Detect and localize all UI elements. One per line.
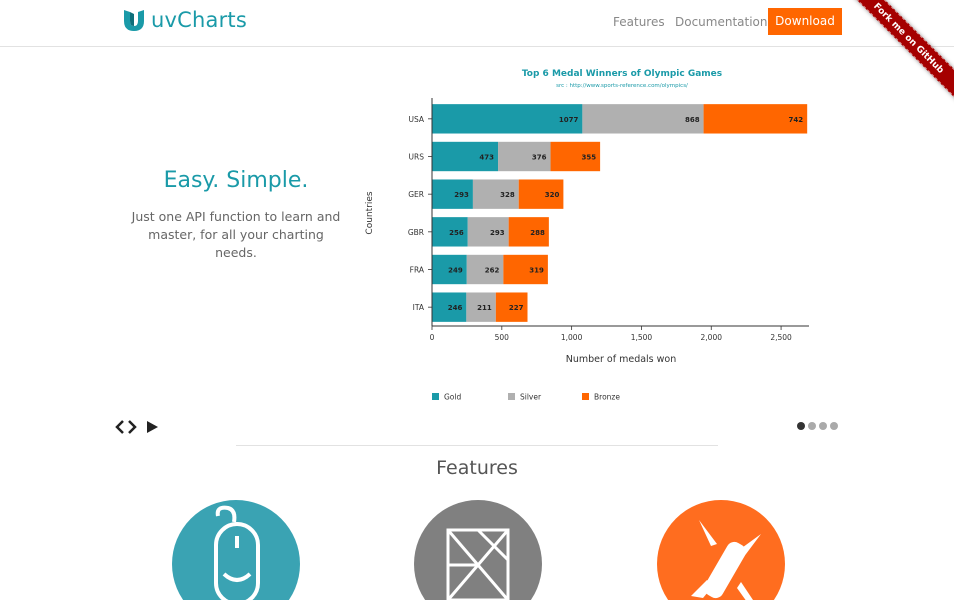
legend-swatch-silver — [508, 393, 515, 400]
bar-urs-silver — [498, 141, 551, 172]
bar-urs-bronze — [550, 141, 601, 172]
fork-on-github-ribbon[interactable]: Fork me on GitHub — [844, 0, 954, 106]
mouse-icon — [214, 505, 260, 600]
bar-label-ita-bronze: 227 — [509, 304, 524, 312]
x-tick-label: 0 — [430, 333, 435, 342]
bar-label-fra-gold: 249 — [448, 267, 463, 275]
brand-logo[interactable]: uvCharts — [123, 7, 247, 33]
download-button[interactable]: Download — [768, 8, 842, 35]
bar-label-usa-bronze: 742 — [789, 116, 804, 124]
prev-arrow-icon[interactable] — [114, 419, 126, 435]
bar-ger-gold — [432, 179, 473, 209]
chart-subtitle: src : http://www.sports-reference.com/ol… — [556, 83, 688, 89]
bar-usa-gold — [432, 104, 583, 134]
bar-ita-gold — [432, 292, 467, 322]
hero-description: Just one API function to learn and maste… — [131, 209, 341, 260]
tangram-icon — [446, 528, 510, 600]
x-tick-label: 1,000 — [561, 333, 583, 342]
bar-label-usa-silver: 868 — [685, 116, 700, 124]
slider-controls — [114, 418, 160, 436]
category-label-gbr: GBR — [408, 228, 424, 237]
brand-name: uvCharts — [151, 8, 247, 32]
category-label-fra: FRA — [410, 266, 425, 275]
feature-circle-swiss-knife — [657, 500, 785, 600]
nav-features-link[interactable]: Features — [613, 15, 665, 29]
chart-legend: Gold Silver Bronze — [432, 393, 620, 402]
legend-label-bronze: Bronze — [594, 393, 620, 402]
bar-ita-silver — [466, 292, 496, 322]
bar-label-ita-gold: 246 — [448, 304, 463, 312]
legend-swatch-gold — [432, 393, 439, 400]
legend-label-gold: Gold — [444, 393, 461, 402]
features-title: Features — [436, 457, 518, 479]
slider-dots — [797, 422, 841, 430]
next-arrow-icon[interactable] — [126, 419, 138, 435]
header: uvCharts Features Documentation Download — [0, 0, 954, 47]
hero-title: Easy. Simple. — [163, 168, 309, 193]
bar-label-usa-gold: 1077 — [559, 116, 579, 124]
bar-gbr-silver — [467, 217, 509, 247]
chart-bars: 1077 868 742 473 376 355 293 328 320 256 293 288 249… — [432, 104, 808, 322]
bar-gbr-bronze — [508, 217, 549, 247]
nav-documentation-link[interactable]: Documentation — [675, 15, 768, 29]
bar-label-fra-silver: 262 — [485, 267, 500, 275]
bar-fra-silver — [466, 254, 504, 285]
bar-ger-silver — [472, 179, 519, 209]
category-label-usa: USA — [408, 115, 424, 124]
chart-axes: USA URS GER GBR FRA ITA 0 500 1,000 1,500 2,000 2,5… — [408, 98, 809, 342]
x-tick-label: 500 — [495, 333, 510, 342]
bar-gbr-gold — [432, 217, 468, 247]
x-tick-label: 2,500 — [770, 333, 792, 342]
slider-dot[interactable] — [819, 422, 827, 430]
feature-circle-tangram — [414, 500, 542, 600]
bar-usa-bronze — [703, 104, 808, 134]
slider-dot[interactable] — [797, 422, 805, 430]
chart-xlabel: Number of medals won — [566, 354, 677, 365]
bar-fra-bronze — [503, 254, 548, 285]
bar-ita-bronze — [495, 292, 528, 322]
medal-chart: Top 6 Medal Winners of Olympic Games src… — [360, 62, 830, 412]
github-ribbon-container: Fork me on GitHub — [844, 0, 954, 110]
bar-label-urs-silver: 376 — [532, 154, 547, 162]
bar-fra-gold — [432, 254, 467, 285]
swiss-knife-icon — [691, 520, 761, 600]
chart-svg: Top 6 Medal Winners of Olympic Games src… — [365, 69, 809, 402]
bar-label-gbr-gold: 256 — [449, 229, 464, 237]
bar-label-gbr-bronze: 288 — [530, 229, 545, 237]
category-label-ger: GER — [408, 190, 424, 199]
bar-label-fra-bronze: 319 — [529, 267, 544, 275]
category-label-ita: ITA — [413, 303, 425, 312]
bar-label-ger-silver: 328 — [500, 191, 515, 199]
bar-usa-silver — [582, 104, 704, 134]
bar-ger-bronze — [518, 179, 564, 209]
chart-ylabel: Countries — [365, 191, 375, 234]
bar-urs-gold — [432, 141, 499, 172]
legend-label-silver: Silver — [520, 393, 542, 402]
play-icon[interactable] — [144, 419, 160, 435]
uvcharts-logo-icon — [124, 10, 144, 31]
legend-swatch-bronze — [582, 393, 589, 400]
bar-label-urs-bronze: 355 — [581, 154, 596, 162]
x-tick-label: 1,500 — [631, 333, 653, 342]
slider-dot[interactable] — [830, 422, 838, 430]
feature-circle-mouse — [172, 500, 300, 600]
category-label-urs: URS — [409, 153, 425, 162]
section-divider — [236, 445, 718, 446]
bar-label-gbr-silver: 293 — [490, 229, 505, 237]
chart-title: Top 6 Medal Winners of Olympic Games — [522, 69, 722, 79]
x-tick-label: 2,000 — [701, 333, 723, 342]
slider-dot[interactable] — [808, 422, 816, 430]
bar-label-ger-bronze: 320 — [545, 191, 560, 199]
bar-label-ger-gold: 293 — [454, 191, 469, 199]
bar-label-urs-gold: 473 — [479, 154, 494, 162]
bar-label-ita-silver: 211 — [477, 304, 492, 312]
